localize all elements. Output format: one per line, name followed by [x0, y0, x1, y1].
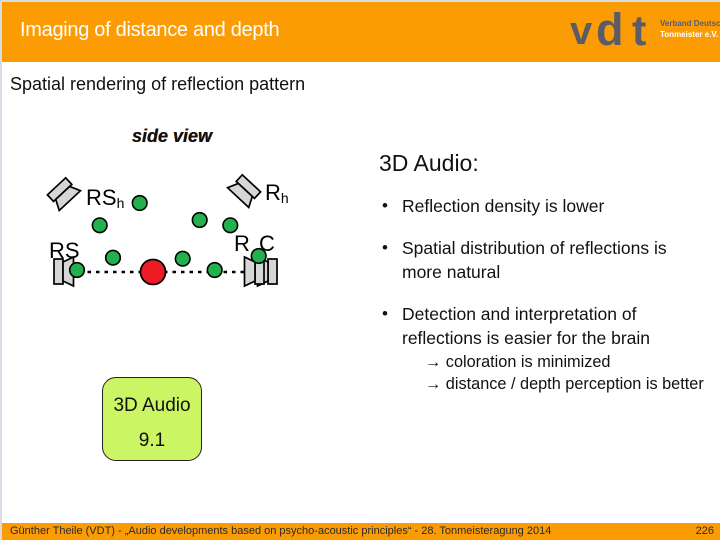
svg-text:Tonmeister e.V.: Tonmeister e.V. [660, 30, 718, 39]
svg-text:C: C [259, 231, 275, 256]
svg-text:v: v [570, 9, 593, 52]
svg-text:R: R [234, 231, 250, 256]
svg-text:d: d [596, 4, 624, 52]
svg-text:RSh: RSh [86, 185, 124, 211]
svg-text:t: t [632, 7, 646, 52]
svg-text:RS: RS [49, 238, 80, 263]
svg-text:Verband Deutscher: Verband Deutscher [660, 19, 720, 28]
svg-text:Rh: Rh [265, 180, 289, 206]
